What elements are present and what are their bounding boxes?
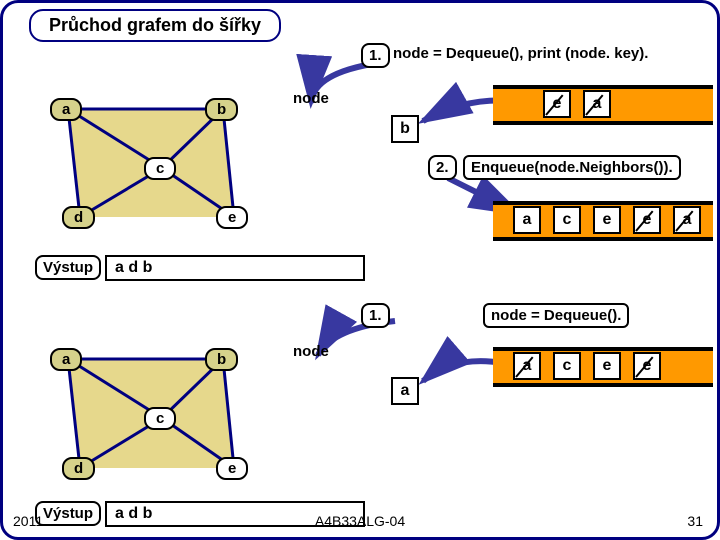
queue-cell: c [553,206,581,234]
graph-vertex-b: b [205,348,238,371]
queue-cell: e [593,352,621,380]
graph-vertex-d: d [62,206,95,229]
queue1b-bot-rail [493,237,713,241]
footer-code: A4B33ALG-04 [315,513,405,529]
graph-vertex-e: e [216,457,248,480]
queue2-top-rail [493,347,713,351]
step2-dequeued-box: a [391,377,419,405]
queue1-top-rail [493,85,713,89]
step1-text2: Enqueue(node.Neighbors()). [463,155,681,180]
queue1b-top-rail [493,201,713,205]
step1-output-value: a d b [105,255,365,281]
step1-dequeued-box: b [391,115,419,143]
graph-vertex-d: d [62,457,95,480]
graph-vertex-a: a [50,348,82,371]
step2-output-label: Výstup [35,501,101,526]
queue-cell: c [553,352,581,380]
step1-num1: 1. [361,43,390,68]
graph-vertex-e: e [216,206,248,229]
graph-vertex-c: c [144,407,176,430]
step1-output-label: Výstup [35,255,101,280]
step2-node-label: node [293,343,329,360]
slide-title: Průchod grafem do šířky [29,9,281,42]
step1-text1: node = Dequeue(), print (node. key). [393,45,648,62]
queue-cell: e [593,206,621,234]
graph-vertex-b: b [205,98,238,121]
queue-cell: a [513,206,541,234]
step2-num1: 1. [361,303,390,328]
step2-text1: node = Dequeue(). [483,303,629,328]
footer-year: 2011 [13,513,43,529]
graph-vertex-a: a [50,98,82,121]
footer-page: 31 [687,513,703,529]
queue1-bot-rail [493,121,713,125]
slide: Průchod grafem do šířky 1. node = Dequeu… [0,0,720,540]
step1-num2: 2. [428,155,457,180]
queue2-bot-rail [493,383,713,387]
step1-node-label: node [293,90,329,107]
graph-vertex-c: c [144,157,176,180]
